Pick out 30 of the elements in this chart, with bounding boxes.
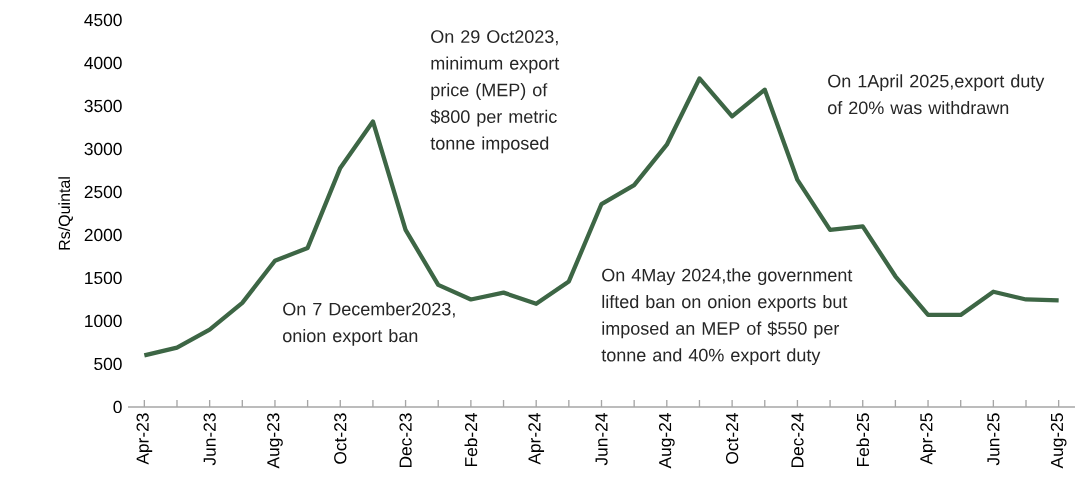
- x-tick-label: Feb-25: [856, 413, 870, 467]
- y-tick-label: 1000: [85, 314, 122, 328]
- x-tick-label: Apr-25: [920, 413, 936, 465]
- x-tick-label: Dec-24: [791, 413, 804, 468]
- x-tick-label: Oct-24: [725, 413, 739, 464]
- x-tick-label: Oct-23: [334, 413, 347, 464]
- y-tick-label: 0: [113, 400, 122, 414]
- y-tick-label: 2500: [84, 185, 122, 199]
- annotation: On 1April 2025,export duty of 20% was withdrawn: [828, 74, 1045, 115]
- x-tick-label: Aug-23: [267, 413, 283, 469]
- x-tick-label: Apr-23: [136, 413, 153, 465]
- annotation: On 29 Oct2023, minimum export price (MEP) of $800 per metric tonne imposed: [430, 30, 560, 154]
- x-tick-label: Jun-25: [987, 413, 1000, 466]
- y-tick-label: 500: [94, 357, 122, 371]
- x-tick-label: Aug-24: [658, 413, 675, 469]
- x-tick-label: Feb-24: [464, 413, 478, 467]
- y-tick-label: 1500: [85, 271, 122, 285]
- x-tick-label: Dec-23: [399, 413, 412, 468]
- y-tick-label: 4500: [84, 13, 122, 27]
- x-tick-label: Apr-24: [528, 413, 545, 465]
- y-tick-label: 4000: [84, 56, 122, 70]
- y-tick-label: 3000: [84, 142, 122, 156]
- x-tick-label: Jun-24: [595, 413, 608, 466]
- y-tick-label: 3500: [84, 99, 122, 113]
- y-tick-label: 2000: [84, 228, 122, 242]
- y-axis-title: Rs/Quintal: [58, 177, 73, 250]
- x-tick-label: Jun-23: [203, 413, 216, 466]
- x-tick-label: Aug-25: [1050, 413, 1067, 469]
- annotation: On 7 December2023, onion export ban: [283, 302, 455, 346]
- annotation: On 4May 2024,the government lifted ban on onion exports but imposed an MEP of $550 per tonne and 40% export duty: [601, 268, 853, 366]
